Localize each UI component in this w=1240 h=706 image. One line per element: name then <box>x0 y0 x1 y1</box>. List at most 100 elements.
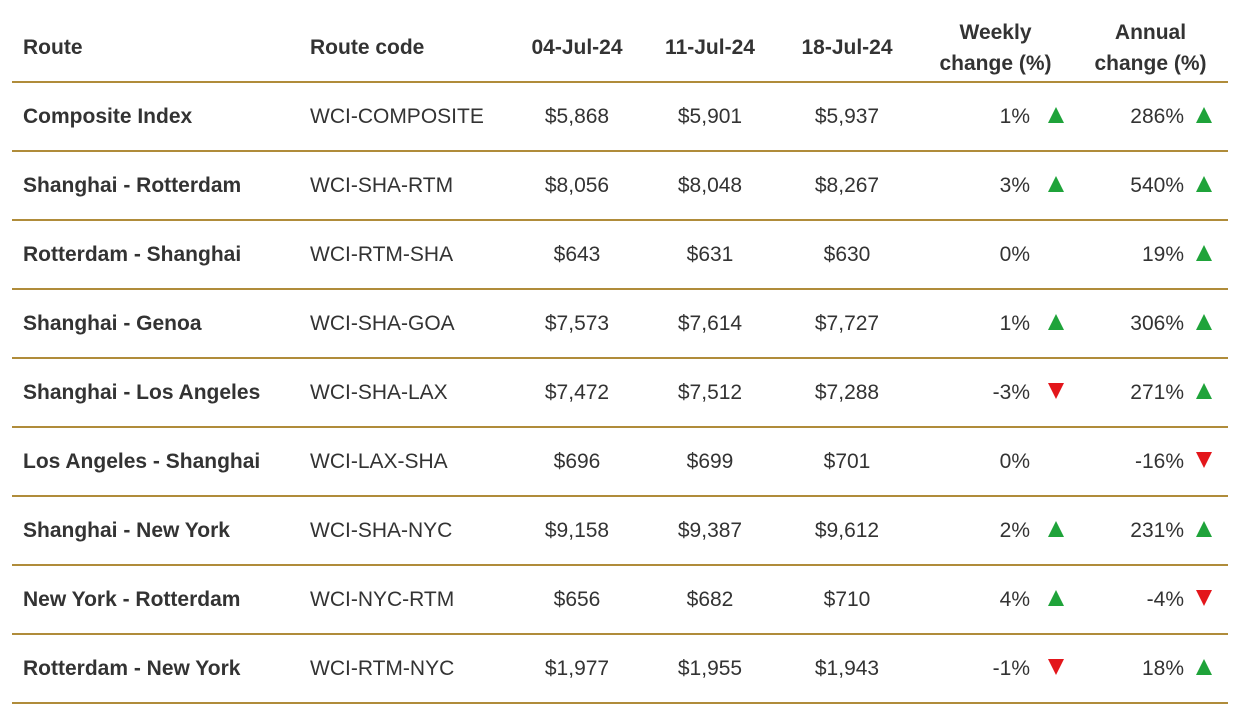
rate-11-jul-cell: $682 <box>644 565 776 635</box>
table-row: Rotterdam - New York WCI-RTM-NYC $1,977 $1,… <box>12 634 1228 704</box>
annual-change-cell: 231% <box>1073 496 1228 566</box>
weekly-change-cell-value: -1% <box>992 656 1030 680</box>
weekly-change-cell: 0% <box>918 427 1073 497</box>
route-name-cell: Rotterdam - Shanghai <box>12 220 298 290</box>
annual-change-cell: 540% <box>1073 151 1228 221</box>
rate-18-jul-cell: $701 <box>776 427 918 497</box>
up-arrow-icon <box>1047 106 1064 124</box>
annual-change-cell: 271% <box>1073 358 1228 428</box>
weekly-change-cell-arrow <box>1048 589 1064 606</box>
down-arrow-icon <box>1047 658 1064 676</box>
weekly-change-cell-value: 3% <box>999 173 1030 197</box>
table-row: Shanghai - New York WCI-SHA-NYC $9,158 $9,3… <box>12 496 1228 566</box>
route-name-cell: Los Angeles - Shanghai <box>12 427 298 497</box>
route-code-cell: WCI-RTM-NYC <box>298 634 510 704</box>
header-date-1: 04-Jul-24 <box>510 14 644 83</box>
rate-11-jul-cell: $8,048 <box>644 151 776 221</box>
down-arrow-icon <box>1047 382 1064 400</box>
annual-change-cell: 286% <box>1073 82 1228 152</box>
header-route-code: Route code <box>298 14 510 83</box>
up-arrow-icon <box>1195 382 1212 400</box>
up-arrow-icon <box>1047 520 1064 538</box>
wci-table: Route Route code 04-Jul-24 11-Jul-24 18-… <box>12 14 1228 704</box>
weekly-change-cell-arrow <box>1048 175 1064 192</box>
rate-18-jul-cell: $1,943 <box>776 634 918 704</box>
annual-change-cell-arrow <box>1196 313 1212 330</box>
route-code-cell: WCI-SHA-NYC <box>298 496 510 566</box>
annual-change-cell-arrow <box>1196 658 1212 675</box>
route-name-cell: Shanghai - Rotterdam <box>12 151 298 221</box>
route-code-cell: WCI-COMPOSITE <box>298 82 510 152</box>
header-weekly-change-label: Weekly change (%) <box>939 20 1052 75</box>
rate-11-jul-cell: $631 <box>644 220 776 290</box>
up-arrow-icon <box>1195 658 1212 676</box>
annual-change-cell: 306% <box>1073 289 1228 359</box>
down-arrow-icon <box>1195 589 1212 607</box>
rate-04-jul-cell: $696 <box>510 427 644 497</box>
rate-11-jul-cell: $1,955 <box>644 634 776 704</box>
rate-11-jul-cell: $699 <box>644 427 776 497</box>
route-name-cell: Shanghai - Los Angeles <box>12 358 298 428</box>
weekly-change-cell: 1% <box>918 289 1073 359</box>
rate-18-jul-cell: $630 <box>776 220 918 290</box>
rate-18-jul-cell: $9,612 <box>776 496 918 566</box>
route-code-cell: WCI-LAX-SHA <box>298 427 510 497</box>
route-code-cell: WCI-NYC-RTM <box>298 565 510 635</box>
annual-change-cell: -4% <box>1073 565 1228 635</box>
weekly-change-cell-arrow <box>1048 106 1064 123</box>
annual-change-cell-arrow <box>1196 451 1212 468</box>
route-name-cell: Shanghai - New York <box>12 496 298 566</box>
weekly-change-cell-value: 1% <box>999 311 1030 335</box>
rate-04-jul-cell: $656 <box>510 565 644 635</box>
header-annual-change-label: Annual change (%) <box>1094 20 1207 75</box>
route-name-cell: Composite Index <box>12 82 298 152</box>
up-arrow-icon <box>1047 313 1064 331</box>
route-name-cell: Shanghai - Genoa <box>12 289 298 359</box>
annual-change-cell-value: 19% <box>1141 242 1184 266</box>
table-row: Shanghai - Rotterdam WCI-SHA-RTM $8,056 $8,… <box>12 151 1228 221</box>
annual-change-cell-arrow <box>1196 589 1212 606</box>
weekly-change-cell-arrow <box>1048 382 1064 399</box>
table-row: New York - Rotterdam WCI-NYC-RTM $656 $682 $… <box>12 565 1228 635</box>
weekly-change-cell-value: 2% <box>999 518 1030 542</box>
weekly-change-cell: -1% <box>918 634 1073 704</box>
header-date-3: 18-Jul-24 <box>776 14 918 83</box>
up-arrow-icon <box>1047 589 1064 607</box>
up-arrow-icon <box>1047 175 1064 193</box>
rate-04-jul-cell: $643 <box>510 220 644 290</box>
annual-change-cell-arrow <box>1196 520 1212 537</box>
weekly-change-cell-value: 4% <box>999 587 1030 611</box>
annual-change-cell-value: 231% <box>1130 518 1184 542</box>
rate-04-jul-cell: $7,472 <box>510 358 644 428</box>
up-arrow-icon <box>1195 106 1212 124</box>
table-row: Composite Index WCI-COMPOSITE $5,868 $5,901… <box>12 82 1228 152</box>
route-code-cell: WCI-SHA-LAX <box>298 358 510 428</box>
weekly-change-cell: 1% <box>918 82 1073 152</box>
header-annual-change: Annual change (%) <box>1073 14 1228 83</box>
table-row: Rotterdam - Shanghai WCI-RTM-SHA $643 $631 $… <box>12 220 1228 290</box>
annual-change-cell-arrow <box>1196 244 1212 261</box>
annual-change-cell-value: 306% <box>1130 311 1184 335</box>
weekly-change-cell-value: 0% <box>999 449 1030 473</box>
rate-04-jul-cell: $7,573 <box>510 289 644 359</box>
rate-11-jul-cell: $7,614 <box>644 289 776 359</box>
weekly-change-cell-arrow <box>1048 520 1064 537</box>
annual-change-cell-arrow <box>1196 382 1212 399</box>
weekly-change-cell: 0% <box>918 220 1073 290</box>
annual-change-cell-value: 540% <box>1130 173 1184 197</box>
rate-18-jul-cell: $8,267 <box>776 151 918 221</box>
weekly-change-cell-arrow <box>1048 313 1064 330</box>
header-date-2: 11-Jul-24 <box>644 14 776 83</box>
weekly-change-cell: -3% <box>918 358 1073 428</box>
route-code-cell: WCI-SHA-RTM <box>298 151 510 221</box>
rate-18-jul-cell: $7,727 <box>776 289 918 359</box>
route-name-cell: New York - Rotterdam <box>12 565 298 635</box>
annual-change-cell-value: -4% <box>1146 587 1184 611</box>
weekly-change-cell: 3% <box>918 151 1073 221</box>
up-arrow-icon <box>1195 244 1212 262</box>
annual-change-cell-value: 286% <box>1130 104 1184 128</box>
rate-18-jul-cell: $7,288 <box>776 358 918 428</box>
weekly-change-cell: 4% <box>918 565 1073 635</box>
table-row: Los Angeles - Shanghai WCI-LAX-SHA $696 $69… <box>12 427 1228 497</box>
